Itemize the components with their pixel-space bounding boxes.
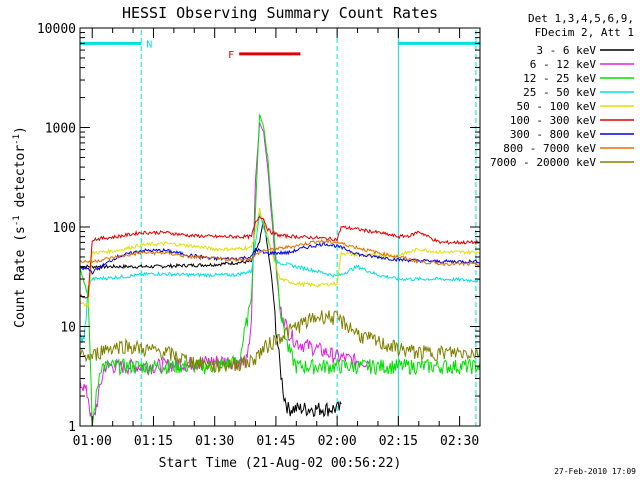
y-tick-label: 100	[53, 221, 76, 236]
series-line-1	[79, 219, 342, 418]
chart-title: HESSI Observing Summary Count Rates	[122, 4, 438, 22]
y-tick-label: 10	[60, 321, 76, 336]
series-group	[79, 114, 481, 427]
legend-header-line-1: Det 1,3,4,5,6,9,	[528, 12, 634, 25]
series-line-6	[79, 215, 481, 299]
legend-entry-label: 7000 - 20000 keV	[490, 156, 596, 169]
legend-entry-label: 300 - 800 keV	[510, 128, 596, 141]
series-line-3	[79, 114, 481, 427]
y-tick-label: 1	[68, 420, 76, 435]
x-tick-label: 01:30	[195, 434, 234, 449]
x-tick-label: 01:15	[134, 434, 173, 449]
series-line-8	[79, 239, 481, 267]
legend-entry-label: 800 - 7000 keV	[503, 142, 596, 155]
series-line-7	[79, 241, 481, 275]
x-tick-label: 02:15	[379, 434, 418, 449]
y-tick-label: 1000	[45, 122, 76, 137]
legend-header-line-2: FDecim 2, Att 1	[535, 26, 634, 39]
series-line-2	[79, 122, 371, 425]
x-tick-label: 01:00	[73, 434, 112, 449]
legend: Det 1,3,4,5,6,9, FDecim 2, Att 1 3 - 6 k…	[490, 12, 634, 169]
legend-entry-label: 6 - 12 keV	[530, 58, 597, 71]
flag-label: F	[228, 50, 234, 61]
series-line-5	[79, 208, 481, 308]
y-tick-label: 10000	[37, 22, 76, 37]
observing-bars: NF	[80, 39, 480, 61]
footer-timestamp: 27-Feb-2010 17:09	[554, 467, 636, 476]
x-tick-label: 02:30	[440, 434, 479, 449]
legend-entry-label: 100 - 300 keV	[510, 114, 596, 127]
y-axis: 1 10 100 1000 10000	[37, 22, 480, 435]
series-line-4	[79, 213, 481, 344]
y-axis-label: Count Rate (s-1 detector-1)	[12, 126, 28, 328]
legend-entry-label: 50 - 100 keV	[517, 100, 597, 113]
x-axis-label: Start Time (21-Aug-02 00:56:22)	[159, 456, 402, 471]
x-axis: 01:00 01:15 01:30 01:45 02:00 02:15 02:30	[73, 28, 481, 449]
legend-entry-label: 12 - 25 keV	[523, 72, 596, 85]
flag-label: N	[146, 39, 152, 50]
x-tick-label: 01:45	[256, 434, 295, 449]
series-line-9	[79, 310, 481, 374]
legend-entry-label: 3 - 6 keV	[536, 44, 596, 57]
x-tick-label: 02:00	[318, 434, 357, 449]
legend-entry-label: 25 - 50 keV	[523, 86, 596, 99]
